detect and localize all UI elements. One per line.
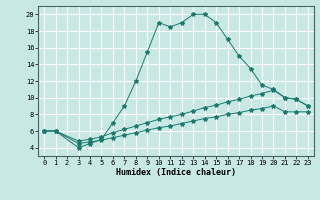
X-axis label: Humidex (Indice chaleur): Humidex (Indice chaleur) — [116, 168, 236, 177]
